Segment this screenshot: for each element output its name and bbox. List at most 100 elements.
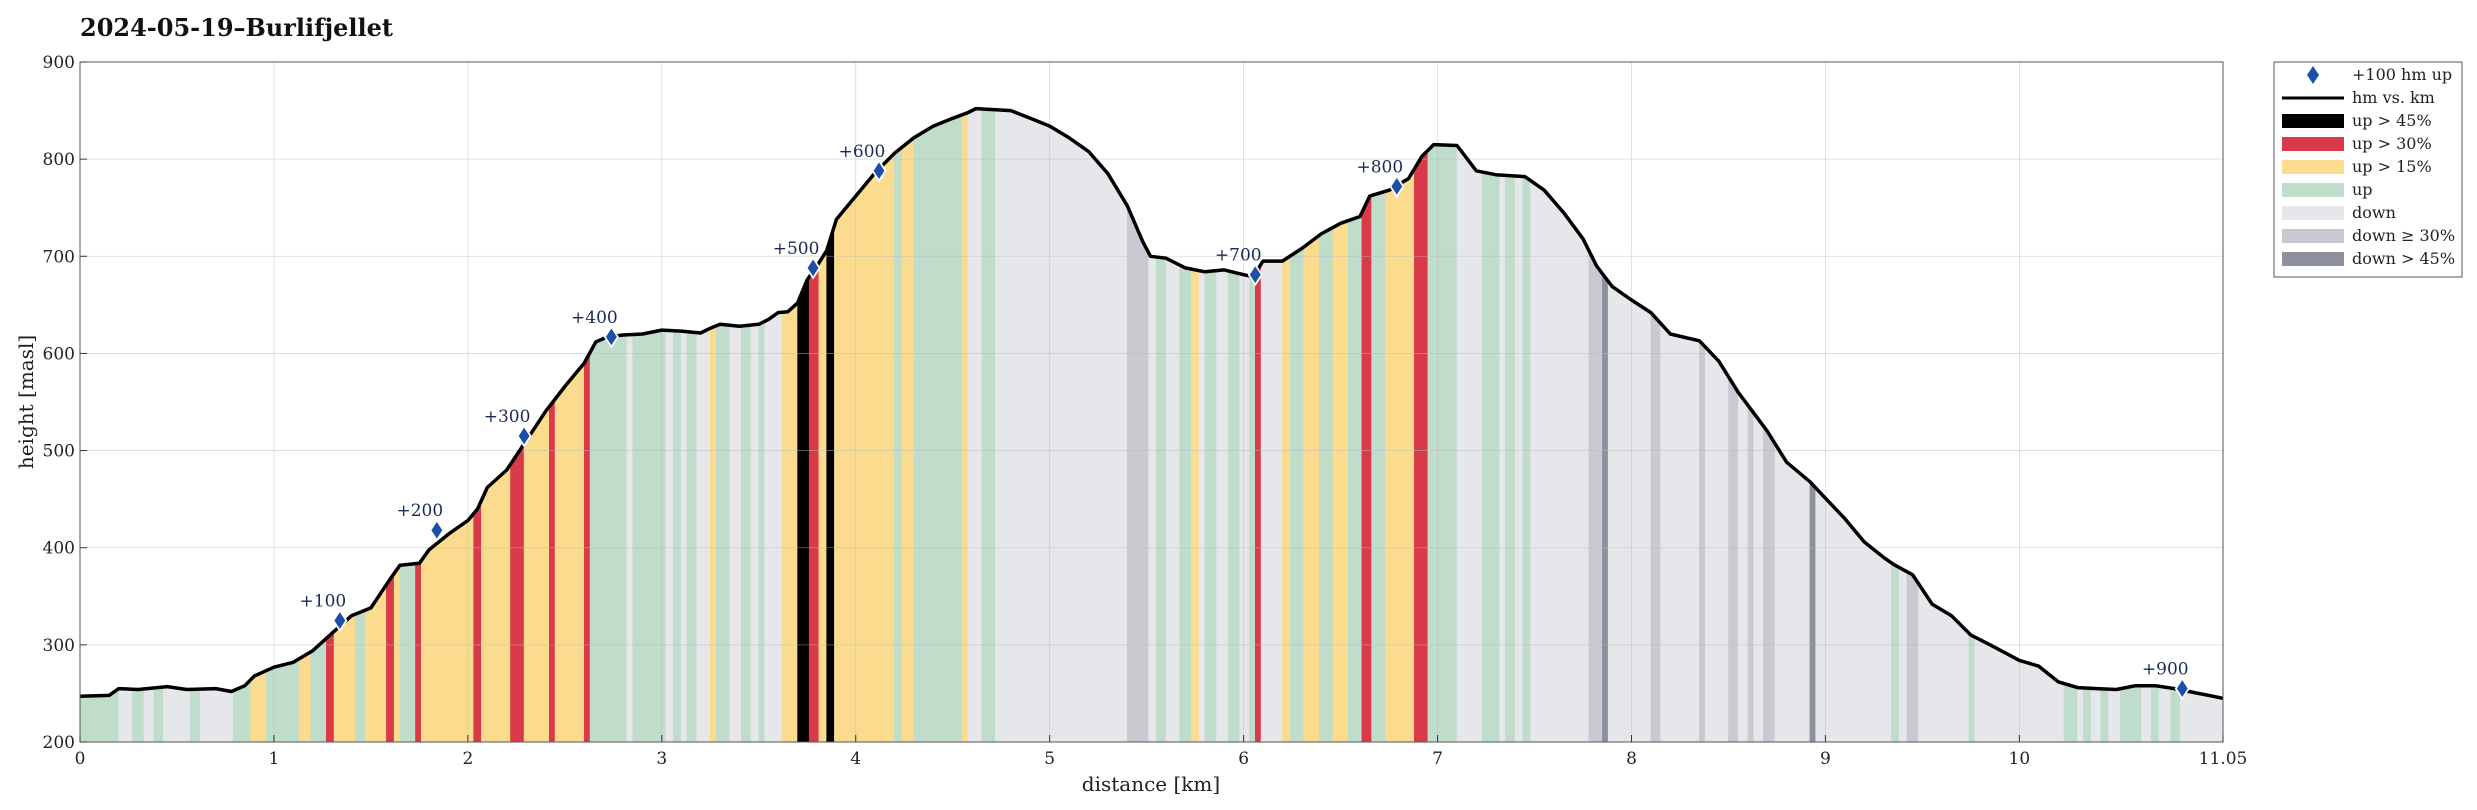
grade-segments xyxy=(79,108,2224,743)
y-tick-label-7: 900 xyxy=(43,53,75,73)
legend-label-down30: down ≥ 30% xyxy=(2352,226,2455,245)
segment-up15-23 xyxy=(481,463,511,743)
segment-down30-89 xyxy=(1588,250,1603,743)
segment-down-101 xyxy=(1774,442,1811,743)
segment-down-63 xyxy=(1198,270,1206,743)
segment-down30-96 xyxy=(1728,375,1739,743)
x-tick-label-5: 5 xyxy=(1044,749,1055,769)
segment-up-114 xyxy=(2100,688,2109,743)
segment-up-2 xyxy=(132,688,145,743)
segment-up15-25 xyxy=(523,405,550,743)
marker-label-7: +800 xyxy=(1356,157,1403,177)
marker-label-1: +200 xyxy=(396,501,443,521)
segment-up-6 xyxy=(190,688,201,743)
segment-up-61 xyxy=(1179,264,1192,743)
marker-label-4: +500 xyxy=(773,239,820,259)
segment-down-32 xyxy=(665,329,674,743)
segment-up30-69 xyxy=(1255,263,1262,743)
segment-down-119 xyxy=(2158,685,2171,743)
segment-down-39 xyxy=(729,324,742,743)
x-tick-label-8: 8 xyxy=(1626,749,1637,769)
segment-down-117 xyxy=(2141,685,2152,743)
marker-diamond-1 xyxy=(429,518,445,542)
legend-swatch-down45 xyxy=(2282,252,2344,266)
segment-up30-17 xyxy=(386,572,395,743)
marker-label-3: +400 xyxy=(571,308,618,328)
marker-label-0: +100 xyxy=(300,592,347,612)
segment-up-76 xyxy=(1348,212,1363,743)
y-axis-ticks: 200 300 400 500 600 700 800 900 xyxy=(43,53,87,753)
segment-up-118 xyxy=(2150,685,2160,743)
legend-label-marker: +100 hm up xyxy=(2352,65,2452,84)
segment-down-1 xyxy=(118,688,133,743)
segment-down-30 xyxy=(626,334,633,743)
segment-down-60 xyxy=(1165,257,1180,743)
segment-up-4 xyxy=(153,686,164,743)
segment-up-72 xyxy=(1289,246,1304,743)
legend-swatch-up15 xyxy=(2282,160,2344,174)
segment-down45-102 xyxy=(1809,480,1816,743)
segment-down-99 xyxy=(1753,412,1764,743)
segment-up30-13 xyxy=(326,630,335,743)
segment-up-40 xyxy=(741,324,752,743)
segment-down-65 xyxy=(1216,269,1229,743)
y-tick-label-4: 600 xyxy=(43,344,75,364)
segment-up-50 xyxy=(894,146,903,743)
segment-down-103 xyxy=(1815,487,1892,743)
segment-up15-47 xyxy=(818,249,827,743)
segment-up-59 xyxy=(1156,256,1167,743)
segment-down-82 xyxy=(1456,144,1483,743)
segment-down30-106 xyxy=(1906,571,1919,743)
legend-marker-symbol xyxy=(2307,66,2319,84)
segment-down-5 xyxy=(163,686,191,743)
segment-down-88 xyxy=(1530,180,1590,743)
segment-up15-11 xyxy=(298,651,312,743)
marker-diamond-4 xyxy=(805,256,821,280)
legend-label-up45: up > 45% xyxy=(2352,111,2432,130)
segment-up30-24 xyxy=(510,442,525,743)
plot-frame xyxy=(79,61,2224,743)
segment-down-97 xyxy=(1737,391,1749,743)
segment-up15-49 xyxy=(834,152,895,743)
segment-down30-94 xyxy=(1699,340,1706,743)
segment-down-34 xyxy=(680,330,688,743)
x-tick-label-0: 0 xyxy=(75,749,86,769)
segment-down-84 xyxy=(1499,174,1506,743)
segment-up30-28 xyxy=(583,351,591,743)
segment-up-104 xyxy=(1891,562,1900,743)
y-tick-label-3: 500 xyxy=(43,442,75,462)
segment-down-7 xyxy=(199,688,234,743)
x-tick-label-7: 7 xyxy=(1432,749,1443,769)
segment-up15-9 xyxy=(250,670,267,743)
segment-up-29 xyxy=(589,334,628,743)
x-tick-label-11: 11.05 xyxy=(2199,749,2248,769)
segment-up-15 xyxy=(355,609,366,743)
marker-diamond-3 xyxy=(603,325,619,349)
x-tick-label-1: 1 xyxy=(269,749,280,769)
segment-down-111 xyxy=(2077,687,2084,743)
segment-up30-20 xyxy=(415,559,422,743)
segment-down30-92 xyxy=(1650,311,1661,743)
segment-up-108 xyxy=(1968,632,1976,743)
segment-down-58 xyxy=(1148,252,1157,743)
segment-down-70 xyxy=(1260,260,1283,743)
segment-down-41 xyxy=(750,323,760,743)
segment-down30-100 xyxy=(1763,425,1776,743)
segment-up15-53 xyxy=(962,112,969,743)
segment-up-38 xyxy=(715,323,730,743)
segment-up-66 xyxy=(1227,270,1240,743)
segment-down-54 xyxy=(967,108,983,743)
y-tick-label-5: 700 xyxy=(43,247,75,267)
legend-swatch-up xyxy=(2282,183,2344,197)
segment-up-35 xyxy=(686,331,697,743)
segment-down30-98 xyxy=(1747,404,1754,743)
segment-up-116 xyxy=(2119,685,2142,743)
elevation-markers: +100 +200 +300 +400 +500 +600 +700 +800 +900 xyxy=(300,142,2190,701)
segment-up30-22 xyxy=(473,500,482,743)
segment-down-113 xyxy=(2090,687,2102,743)
segment-up30-77 xyxy=(1361,195,1372,743)
segment-down-107 xyxy=(1918,582,1970,743)
segment-down-36 xyxy=(696,327,711,743)
segment-up15-75 xyxy=(1332,220,1349,743)
